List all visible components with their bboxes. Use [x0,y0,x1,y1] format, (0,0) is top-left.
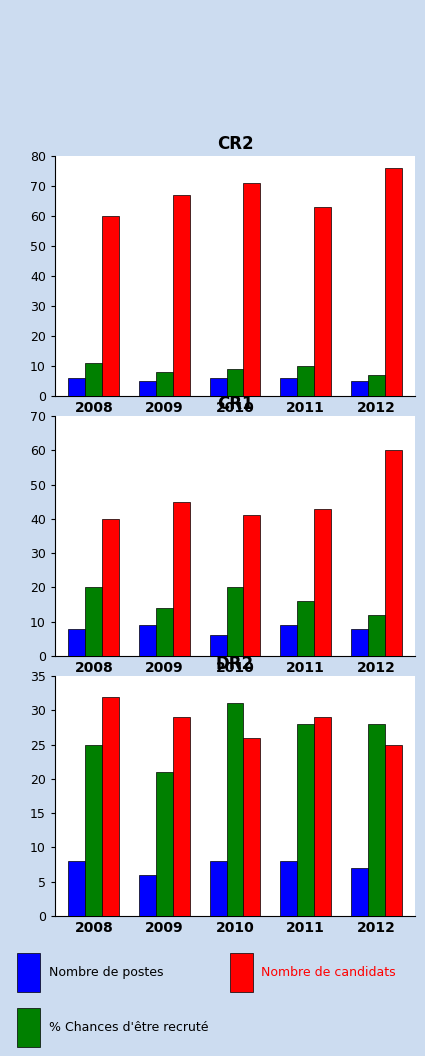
Bar [227,587,244,656]
Text: % Chances d'être recruté: % Chances d'être recruté [49,1021,208,1034]
Bar [280,861,297,916]
FancyBboxPatch shape [17,953,40,993]
Bar [368,615,385,656]
Bar [68,628,85,656]
Title: DR2: DR2 [216,655,254,673]
Bar [85,744,102,916]
Bar [210,636,227,656]
Title: CR2: CR2 [217,135,253,153]
Bar [210,378,227,396]
Bar [173,502,190,656]
Bar [85,587,102,656]
Bar [68,378,85,396]
Bar [385,450,402,656]
Bar [351,868,368,916]
Bar [368,724,385,916]
Title: CR1: CR1 [217,395,253,413]
Bar [173,717,190,916]
Bar [156,608,173,656]
Bar [244,183,261,396]
Bar [102,518,119,656]
Bar [314,207,331,396]
Bar [244,738,261,916]
Bar [156,772,173,916]
Bar [280,625,297,656]
Bar [385,744,402,916]
Bar [139,874,156,916]
Text: Nombre de postes: Nombre de postes [49,966,163,979]
Bar [210,861,227,916]
Bar [139,625,156,656]
Bar [102,216,119,396]
Bar [244,515,261,656]
Bar [156,372,173,396]
Bar [297,601,314,656]
Bar [102,697,119,916]
Text: Nombre de candidats: Nombre de candidats [261,966,396,979]
Bar [85,363,102,396]
Bar [351,381,368,396]
Bar [173,195,190,396]
Bar [314,717,331,916]
Bar [68,861,85,916]
Bar [139,381,156,396]
Bar [314,509,331,656]
Bar [385,168,402,396]
Bar [227,703,244,916]
Bar [368,375,385,396]
Bar [227,369,244,396]
FancyBboxPatch shape [17,1007,40,1048]
Bar [351,628,368,656]
Bar [297,366,314,396]
FancyBboxPatch shape [230,953,253,993]
Bar [280,378,297,396]
Bar [297,724,314,916]
